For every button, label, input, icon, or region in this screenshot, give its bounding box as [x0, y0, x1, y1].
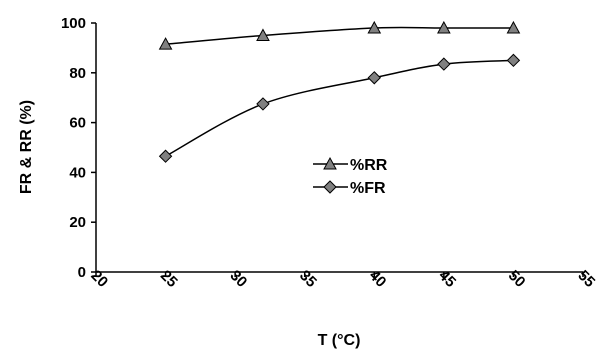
y-tick-label: 40 — [69, 164, 86, 181]
legend-rr-label: %RR — [350, 157, 388, 174]
x-tick-label: 35 — [296, 267, 320, 291]
legend-fr-marker — [323, 180, 337, 194]
data-point-rr — [506, 20, 521, 34]
y-tick-label: 60 — [69, 115, 86, 132]
data-point-fr — [437, 57, 451, 71]
y-axis-title: FR & RR (%) — [18, 100, 35, 194]
legend-rr-marker — [323, 156, 337, 170]
x-axis-title: T (°C) — [318, 332, 361, 349]
data-point-fr — [256, 97, 270, 111]
x-tick-label: 45 — [435, 267, 459, 291]
data-point-rr — [256, 28, 270, 41]
series-line-rr — [165, 26, 514, 45]
x-tick-label: 20 — [87, 267, 111, 291]
data-point-fr — [506, 53, 521, 68]
x-tick-label: 55 — [574, 267, 597, 291]
data-point-rr — [367, 20, 382, 34]
data-point-rr — [437, 20, 451, 34]
series-line-fr — [165, 59, 514, 157]
x-tick-label: 50 — [505, 267, 529, 291]
x-tick-label: 30 — [227, 267, 251, 291]
series-layer — [158, 20, 521, 163]
y-tick-label: 100 — [61, 15, 86, 32]
data-point-rr — [158, 37, 173, 50]
y-tick-label: 0 — [78, 264, 86, 281]
legend-fr-label: %FR — [350, 180, 386, 197]
y-tick-label: 80 — [69, 65, 86, 82]
data-point-fr — [158, 149, 173, 163]
x-tick-label: 40 — [366, 267, 390, 291]
x-tick-label: 25 — [157, 267, 181, 291]
y-tick-label: 20 — [69, 214, 86, 231]
legend: %RR %FR — [313, 156, 388, 197]
data-point-fr — [367, 71, 381, 85]
